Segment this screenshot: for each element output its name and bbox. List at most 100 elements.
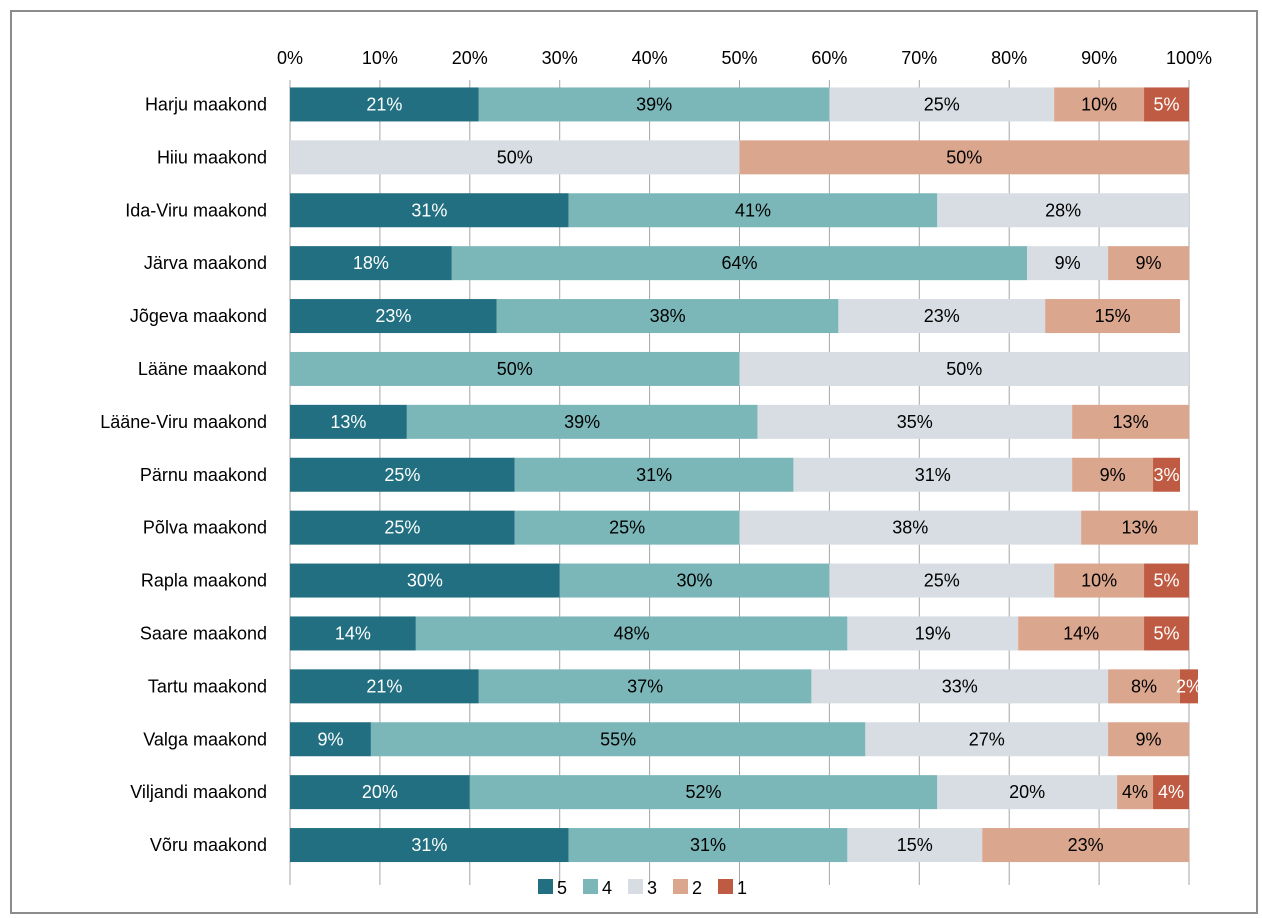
bar-segment-5 xyxy=(290,510,515,545)
data-label: 64% xyxy=(721,253,757,273)
data-label: 35% xyxy=(897,412,933,432)
data-label: 23% xyxy=(924,306,960,326)
bar-segment-3 xyxy=(838,299,1046,334)
bar-segment-5 xyxy=(290,404,407,439)
bar-segment-2 xyxy=(1117,775,1154,810)
category-label: Rapla maakond xyxy=(141,571,267,591)
data-label: 41% xyxy=(735,200,771,220)
bar-segment-3 xyxy=(937,193,1189,228)
bar-segment-2 xyxy=(1108,246,1189,281)
bar-segment-3 xyxy=(829,563,1055,598)
data-label: 38% xyxy=(650,306,686,326)
data-label: 14% xyxy=(1063,623,1099,643)
bar-segment-5 xyxy=(290,828,569,863)
data-label: 23% xyxy=(1068,835,1104,855)
bar-segment-1 xyxy=(1180,669,1198,704)
data-label: 20% xyxy=(362,782,398,802)
data-label: 13% xyxy=(1113,412,1149,432)
data-label: 39% xyxy=(636,94,672,114)
bar-segment-4 xyxy=(568,193,938,228)
x-tick-label: 20% xyxy=(452,48,488,68)
data-label: 23% xyxy=(375,306,411,326)
data-label: 9% xyxy=(1136,729,1162,749)
category-label: Lääne maakond xyxy=(138,359,267,379)
bar-segment-5 xyxy=(290,722,371,757)
bar-segment-4 xyxy=(514,510,740,545)
bar-segment-2 xyxy=(1045,299,1181,334)
bar-segment-2 xyxy=(1081,510,1198,545)
data-label: 3% xyxy=(1154,465,1180,485)
bar-segment-1 xyxy=(1153,775,1189,810)
legend-swatch-4 xyxy=(583,879,598,894)
data-label: 50% xyxy=(497,359,533,379)
legend-label: 5 xyxy=(557,878,567,898)
category-label: Pärnu maakond xyxy=(140,465,267,485)
data-label: 4% xyxy=(1122,782,1148,802)
data-label: 15% xyxy=(1095,306,1131,326)
data-label: 31% xyxy=(690,835,726,855)
data-label: 31% xyxy=(915,465,951,485)
bar-segment-3 xyxy=(739,351,1189,386)
data-label: 9% xyxy=(1100,465,1126,485)
data-label: 4% xyxy=(1158,782,1184,802)
category-label: Harju maakond xyxy=(145,94,267,114)
bar-segment-1 xyxy=(1144,616,1189,651)
bar-segment-5 xyxy=(290,616,416,651)
bar-segment-3 xyxy=(290,140,740,175)
legend-swatch-1 xyxy=(718,879,733,894)
data-label: 18% xyxy=(353,253,389,273)
data-label: 20% xyxy=(1009,782,1045,802)
bar-segment-2 xyxy=(982,828,1189,863)
category-label: Lääne-Viru maakond xyxy=(100,412,267,432)
legend-label: 3 xyxy=(647,878,657,898)
data-label: 25% xyxy=(384,518,420,538)
x-tick-label: 40% xyxy=(632,48,668,68)
bar-segment-4 xyxy=(469,775,938,810)
bar-segment-3 xyxy=(847,828,983,863)
category-label: Järva maakond xyxy=(144,253,267,273)
x-tick-label: 100% xyxy=(1166,48,1212,68)
data-label: 28% xyxy=(1045,200,1081,220)
bar-segment-5 xyxy=(290,246,452,281)
data-label: 25% xyxy=(924,571,960,591)
bar-segment-3 xyxy=(793,457,1073,492)
data-label: 9% xyxy=(1136,253,1162,273)
legend-label: 4 xyxy=(602,878,612,898)
bar-segment-4 xyxy=(559,563,830,598)
data-label: 25% xyxy=(924,94,960,114)
category-label: Viljandi maakond xyxy=(130,782,267,802)
bar-segment-1 xyxy=(1144,87,1189,122)
bar-segment-1 xyxy=(1153,457,1181,492)
category-label: Saare maakond xyxy=(140,623,267,643)
category-label: Jõgeva maakond xyxy=(130,306,267,326)
data-label: 14% xyxy=(335,623,371,643)
data-label: 50% xyxy=(946,359,982,379)
data-label: 50% xyxy=(497,147,533,167)
bar-segment-2 xyxy=(1018,616,1145,651)
bar-segment-5 xyxy=(290,669,479,704)
data-label: 55% xyxy=(600,729,636,749)
category-label: Võru maakond xyxy=(150,835,267,855)
data-label: 31% xyxy=(411,200,447,220)
bar-segment-5 xyxy=(290,775,470,810)
category-label: Tartu maakond xyxy=(148,676,267,696)
x-tick-label: 70% xyxy=(901,48,937,68)
data-label: 39% xyxy=(564,412,600,432)
data-label: 21% xyxy=(366,94,402,114)
x-tick-label: 50% xyxy=(721,48,757,68)
data-label: 25% xyxy=(384,465,420,485)
data-label: 25% xyxy=(609,518,645,538)
data-label: 27% xyxy=(969,729,1005,749)
x-tick-label: 80% xyxy=(991,48,1027,68)
data-label: 2% xyxy=(1176,676,1202,696)
bar-segment-4 xyxy=(478,669,812,704)
legend-swatch-3 xyxy=(628,879,643,894)
bar-segment-3 xyxy=(829,87,1055,122)
bar-segment-3 xyxy=(757,404,1073,439)
bar-segment-1 xyxy=(1144,563,1189,598)
data-label: 52% xyxy=(686,782,722,802)
bar-segment-4 xyxy=(370,722,866,757)
data-label: 13% xyxy=(330,412,366,432)
bar-segment-4 xyxy=(406,404,758,439)
